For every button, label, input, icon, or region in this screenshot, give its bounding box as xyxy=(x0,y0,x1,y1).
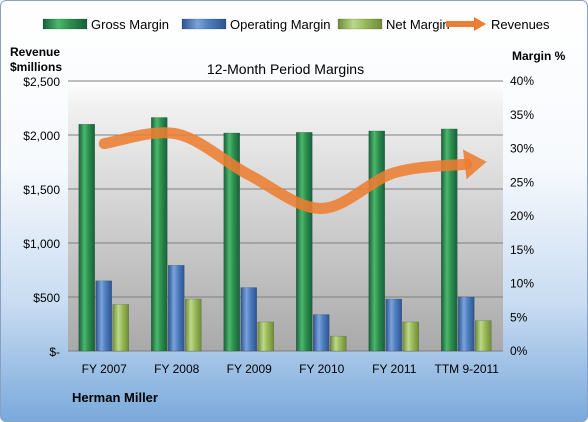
left-tick-label: $1,500 xyxy=(23,183,60,197)
category-label: FY 2008 xyxy=(154,362,199,376)
gross-margin-bar xyxy=(441,128,458,352)
right-tick-label: 10% xyxy=(510,277,534,291)
legend-label: Net Margin xyxy=(386,17,450,32)
right-tick-label: 40% xyxy=(510,74,534,88)
chart-title: 12-Month Period Margins xyxy=(207,61,364,77)
gross-margin-bar xyxy=(78,123,95,352)
operating-margin-bar xyxy=(240,287,257,352)
gross-margin-bar xyxy=(296,132,313,352)
net-margin-bar xyxy=(402,321,419,352)
operating-margin-bar xyxy=(458,296,475,352)
right-tick-label: 30% xyxy=(510,142,534,156)
category-label: FY 2011 xyxy=(372,362,417,376)
left-axis-label: $millions xyxy=(10,60,62,74)
net-margin-bar xyxy=(257,321,274,352)
right-axis-label: Margin % xyxy=(512,49,566,63)
legend-arrow-revenues xyxy=(474,17,486,31)
legend-swatch xyxy=(337,18,383,30)
legend-swatch xyxy=(181,18,227,30)
legend-label: Revenues xyxy=(491,17,550,32)
left-axis-label: Revenue xyxy=(10,45,60,59)
category-label: FY 2010 xyxy=(299,362,344,376)
right-tick-label: 15% xyxy=(510,243,534,257)
right-tick-label: 25% xyxy=(510,175,534,189)
right-tick-label: 20% xyxy=(510,209,534,223)
revenues-arrowhead xyxy=(462,149,487,180)
left-tick-label: $2,000 xyxy=(23,129,60,143)
left-tick-label: $1,000 xyxy=(23,237,60,251)
revenues-line xyxy=(98,127,473,214)
net-margin-bar xyxy=(112,304,129,352)
net-margin-bar xyxy=(330,335,347,352)
legend-label: Operating Margin xyxy=(230,17,330,32)
right-tick-label: 5% xyxy=(510,310,528,324)
left-tick-label: $- xyxy=(49,345,60,359)
category-label: FY 2007 xyxy=(82,362,127,376)
left-tick-label: $500 xyxy=(33,291,60,305)
legend-swatch xyxy=(42,18,88,30)
right-tick-label: 35% xyxy=(510,108,534,122)
footer-company: Herman Miller xyxy=(72,390,158,405)
operating-margin-bar xyxy=(168,265,185,352)
net-margin-bar xyxy=(475,320,492,352)
category-label: FY 2009 xyxy=(227,362,272,376)
right-tick-label: 0% xyxy=(510,344,528,358)
operating-margin-bar xyxy=(313,314,330,352)
net-margin-bar xyxy=(185,298,202,352)
left-tick-label: $2,500 xyxy=(23,75,60,89)
gross-margin-bar xyxy=(223,132,240,352)
plot-area xyxy=(68,81,503,351)
legend-label: Gross Margin xyxy=(91,17,169,32)
operating-margin-bar xyxy=(95,280,112,352)
gross-margin-bar xyxy=(368,130,385,352)
gross-margin-bar xyxy=(151,117,168,352)
category-label: TTM 9-2011 xyxy=(435,362,500,376)
operating-margin-bar xyxy=(385,298,402,352)
